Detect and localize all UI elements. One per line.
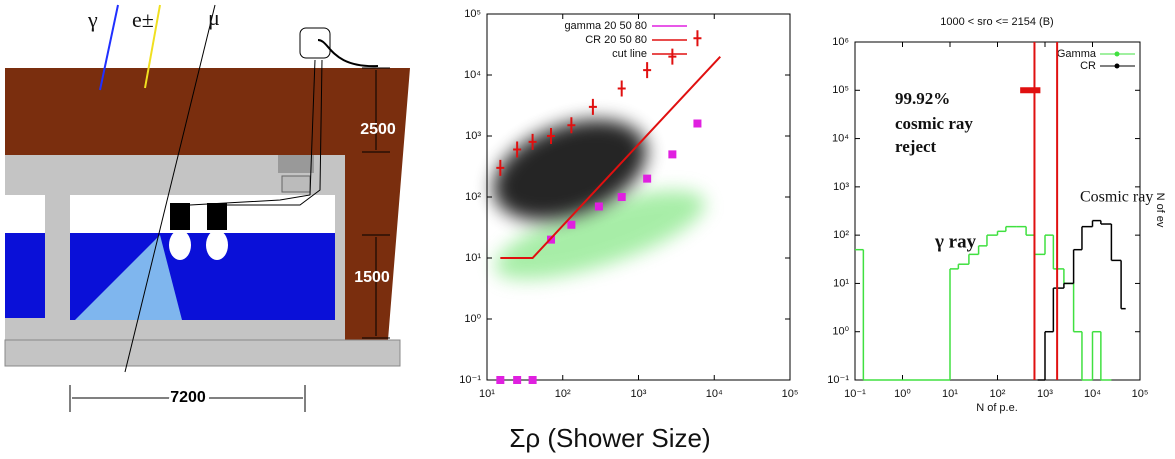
legend-label: gamma 20 50 80 [564, 20, 647, 32]
x-tick-label: 10³ [1037, 388, 1053, 400]
water [5, 233, 45, 318]
point [513, 376, 522, 384]
label: 2500 [360, 121, 396, 138]
y-tick-label: 10¹ [833, 277, 849, 289]
label: 1500 [354, 269, 390, 286]
point [567, 117, 576, 134]
cut-line [500, 55, 721, 259]
electron-track [144, 4, 161, 89]
x-tick-label: 10¹ [942, 388, 958, 400]
point [594, 202, 603, 211]
legend-label: CR [1080, 60, 1096, 72]
base-slab [4, 339, 401, 367]
y-tick-label: 10⁵ [464, 8, 481, 20]
air [5, 195, 45, 233]
x-tick-label: 10² [990, 388, 1006, 400]
y-tick-label: 10⁻¹ [459, 374, 481, 386]
y-tick-label: 10⁰ [464, 313, 481, 325]
y-tick-label: 10⁴ [464, 69, 481, 81]
y-tick-label: 10¹ [465, 252, 481, 264]
y-tick-label: 10⁻¹ [827, 374, 849, 386]
point [643, 62, 652, 79]
y-tick-label: 10² [465, 191, 481, 203]
dimension-line [69, 67, 390, 412]
cherenkov-cone [75, 235, 182, 320]
scatter-cloud [493, 119, 706, 280]
point [528, 133, 537, 150]
legend-label: CR 20 50 80 [585, 34, 647, 46]
y-tick-label: 10⁶ [832, 36, 849, 48]
x-tick-label: 10⁰ [894, 388, 911, 400]
pmt [170, 203, 190, 230]
point [668, 150, 677, 159]
legend-label: Gamma [1057, 48, 1097, 60]
point [513, 141, 522, 158]
y-tick-label: 10³ [833, 181, 849, 193]
y-tick-label: 10⁴ [832, 132, 849, 144]
legend-label: cut line [612, 48, 647, 60]
chart-title: 1000 < sro <= 2154 (B) [940, 16, 1053, 28]
x-tick-label: 10¹ [479, 388, 495, 400]
annotation: γ ray [934, 231, 977, 252]
sensor-box [299, 27, 331, 59]
hatch [278, 155, 314, 173]
x-tick-label: 10⁴ [706, 388, 723, 400]
legend-swatch [1114, 51, 1120, 57]
annotation: Cosmic ray [1080, 189, 1153, 206]
label: 7200 [170, 389, 206, 406]
x-tick-label: 10⁵ [1132, 388, 1149, 400]
pmt [207, 203, 227, 230]
air [70, 195, 335, 235]
legend-swatch [1114, 63, 1120, 69]
pmt [206, 230, 228, 260]
gamma-cloud [494, 190, 706, 280]
point [643, 174, 652, 183]
label: e± [132, 7, 154, 32]
hatch [281, 175, 311, 193]
annotation: 99.92% [895, 89, 950, 108]
y-axis-label: N of ev [1154, 193, 1166, 228]
y-tick-label: 10³ [465, 130, 481, 142]
label: μ [208, 5, 220, 30]
point [617, 193, 626, 201]
point [528, 376, 537, 384]
point [668, 48, 677, 65]
point [693, 30, 702, 47]
gamma-track [99, 4, 119, 91]
point [567, 220, 576, 229]
y-tick-label: 10⁵ [832, 84, 849, 96]
y-tick-label: 10⁰ [832, 326, 849, 338]
point [496, 376, 505, 384]
cable [189, 59, 323, 206]
x-tick-label: 10² [555, 388, 571, 400]
annotation: cosmic ray [895, 114, 973, 133]
annotation: reject [895, 137, 937, 156]
x-axis-label: Σρ (Shower Size) [509, 423, 710, 453]
y-tick-label: 10² [833, 229, 849, 241]
point [617, 80, 626, 97]
detector-diagram: γ e± μ 2500 1500 7200 [4, 4, 410, 412]
cable [317, 39, 379, 68]
x-tick-label: 10³ [631, 388, 647, 400]
point [693, 119, 702, 128]
point [547, 128, 556, 144]
x-axis-label: N of p.e. [976, 402, 1018, 414]
label: γ [87, 7, 98, 32]
muon-track [124, 4, 216, 373]
x-tick-label: 10⁴ [1084, 388, 1101, 400]
x-tick-label: 10⁻¹ [844, 388, 866, 400]
ground [5, 68, 410, 340]
point [588, 98, 597, 115]
pmt [169, 230, 191, 260]
x-tick-label: 10⁵ [782, 388, 799, 400]
point [496, 159, 505, 176]
